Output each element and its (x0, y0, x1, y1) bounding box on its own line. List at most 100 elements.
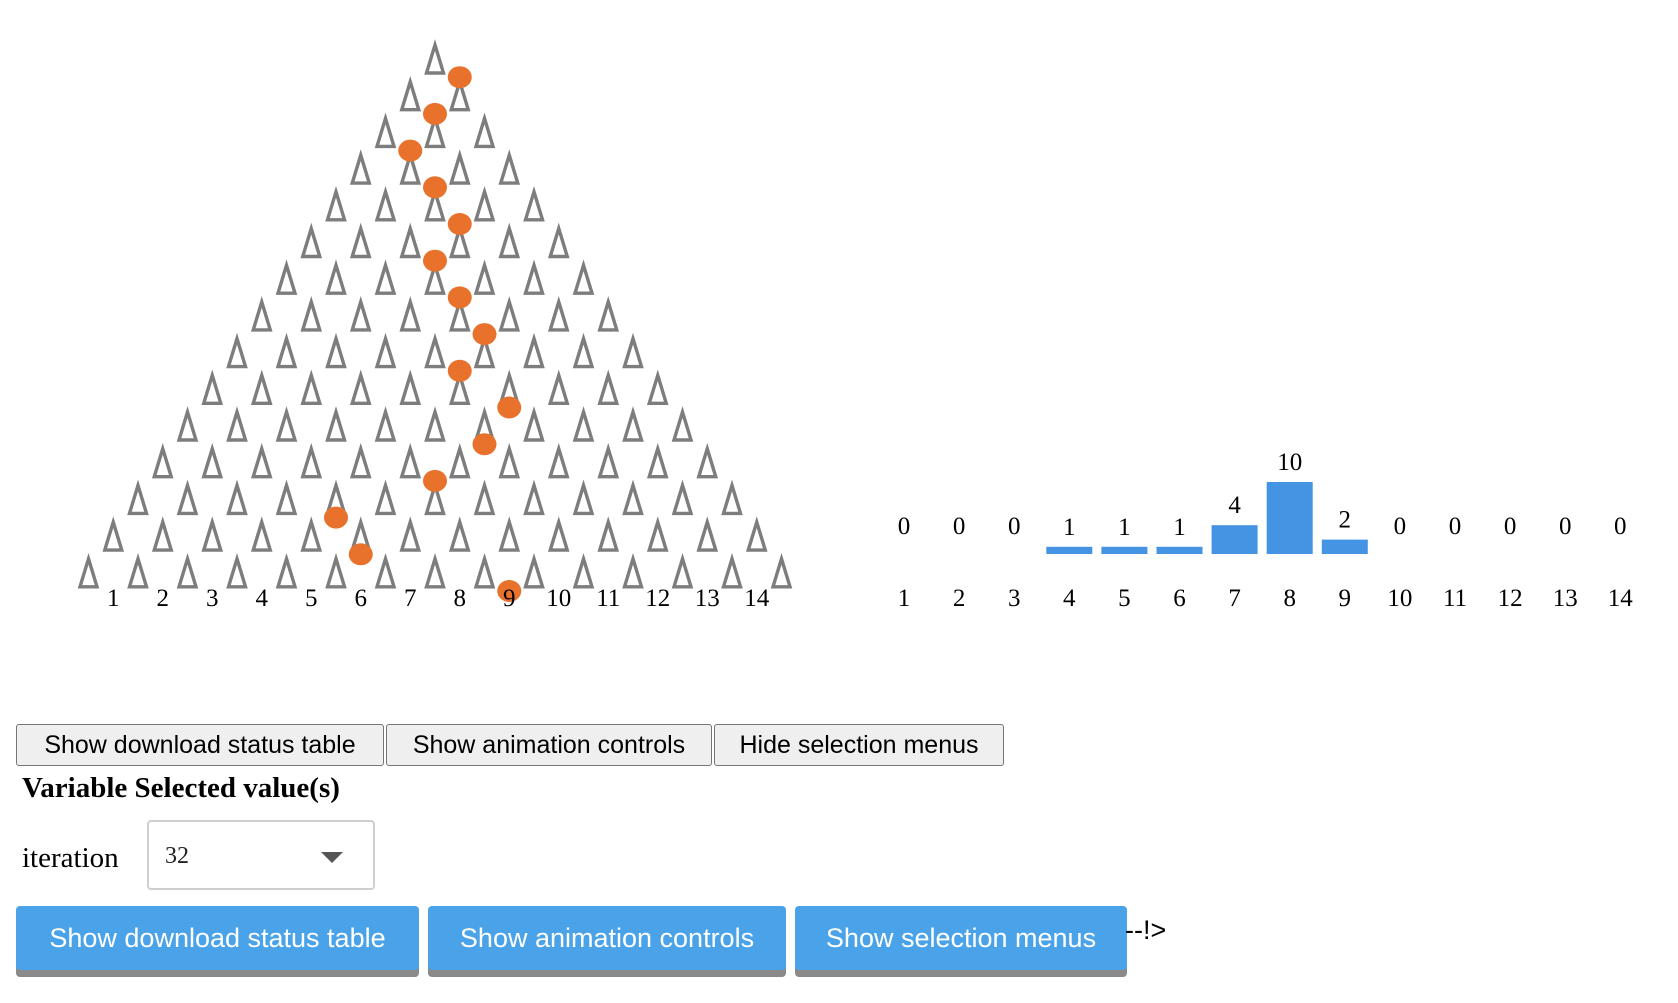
show-selection-menus-button-primary[interactable]: Show selection menus (795, 906, 1127, 970)
ball-14 (348, 543, 373, 566)
peg-9-4 (399, 369, 422, 405)
bar-count-5: 1 (1118, 514, 1131, 541)
ball-8 (472, 323, 497, 346)
peg-12-10 (622, 479, 644, 516)
peg-6-0 (275, 259, 298, 295)
peg-10-5 (424, 406, 446, 442)
peg-12-6 (424, 479, 446, 516)
histogram-bars (1046, 482, 1368, 554)
left-tick-6: 6 (355, 585, 368, 612)
peg-3-1 (399, 149, 422, 185)
peg-4-4 (523, 185, 545, 222)
show-download-status-table-button-primary[interactable]: Show download status table (16, 906, 419, 970)
bar-count-12: 0 (1504, 513, 1517, 540)
peg-11-4 (349, 442, 372, 479)
ball-15 (497, 580, 522, 602)
peg-0-0 (424, 39, 446, 75)
peg-13-10 (597, 516, 620, 552)
left-tick-3: 3 (206, 585, 219, 612)
left-tick-13: 13 (695, 585, 720, 612)
iteration-select[interactable]: 32 (147, 820, 375, 890)
peg-5-4 (498, 222, 521, 259)
bar-count-11: 0 (1449, 513, 1462, 540)
bar-count-1: 0 (898, 513, 911, 540)
ball-7 (447, 286, 472, 309)
bar-9 (1321, 539, 1368, 554)
peg-12-8 (523, 479, 545, 516)
show-download-status-table-button[interactable]: Show download status table (16, 724, 384, 766)
peg-10-8 (572, 406, 595, 442)
peg-14-10 (572, 552, 595, 589)
peg-8-0 (226, 332, 248, 369)
peg-13-0 (102, 516, 125, 552)
right-tick-3: 3 (1008, 585, 1021, 612)
bar-count-labels: 0 0 0 1 1 1 4 10 2 0 0 0 0 0 (898, 449, 1627, 541)
left-tick-2: 2 (157, 585, 170, 612)
peg-8-2 (325, 332, 347, 369)
peg-12-3 (275, 479, 298, 516)
right-tick-12: 12 (1498, 585, 1523, 612)
peg-14-1 (127, 552, 149, 589)
right-tick-14: 14 (1608, 585, 1634, 612)
peg-2-2 (473, 112, 496, 149)
show-animation-controls-button-primary[interactable]: Show animation controls (428, 906, 786, 970)
peg-9-7 (547, 369, 570, 405)
peg-9-8 (597, 369, 620, 405)
right-tick-11: 11 (1443, 585, 1467, 612)
show-animation-controls-button[interactable]: Show animation controls (386, 724, 712, 766)
hide-selection-menus-button[interactable]: Hide selection menus (714, 724, 1004, 766)
ball-3 (398, 139, 423, 162)
peg-14-7 (424, 552, 446, 589)
left-tick-4: 4 (256, 585, 269, 612)
peg-12-1 (176, 479, 199, 516)
peg-11-5 (399, 442, 422, 479)
chevron-down-icon (321, 852, 343, 863)
bar-count-3: 0 (1008, 513, 1021, 540)
ball-4 (423, 176, 447, 199)
right-tick-9: 9 (1339, 585, 1352, 612)
bar-count-4: 1 (1063, 514, 1076, 541)
ball-1 (447, 66, 472, 89)
peg-4-3 (473, 185, 496, 222)
right-tick-labels: 1 2 3 4 5 6 7 8 9 10 11 12 13 14 (898, 585, 1634, 612)
peg-14-12 (671, 552, 694, 589)
right-tick-4: 4 (1063, 585, 1076, 612)
peg-7-0 (250, 296, 273, 332)
peg-14-5 (325, 552, 347, 589)
peg-4-0 (325, 185, 347, 222)
peg-14-0 (77, 552, 100, 589)
ball-path (324, 66, 522, 602)
peg-13-7 (448, 516, 471, 552)
peg-8-4 (424, 332, 446, 369)
peg-12-5 (374, 479, 397, 516)
peg-7-7 (597, 296, 620, 332)
left-tick-9: 9 (503, 585, 516, 612)
right-tick-5: 5 (1118, 585, 1131, 612)
bar-count-2: 0 (953, 513, 966, 540)
right-tick-10: 10 (1387, 585, 1412, 612)
peg-11-2 (250, 442, 273, 479)
bar-count-10: 0 (1394, 513, 1407, 540)
peg-8-7 (572, 332, 595, 369)
peg-8-1 (275, 332, 298, 369)
peg-14-3 (226, 552, 248, 589)
peg-8-5 (473, 332, 496, 369)
peg-8-8 (622, 332, 644, 369)
peg-11-0 (151, 442, 174, 479)
peg-12-12 (721, 479, 743, 516)
peg-4-1 (374, 185, 397, 222)
peg-10-3 (325, 406, 347, 442)
peg-12-9 (572, 479, 595, 516)
bar-5 (1101, 546, 1148, 554)
left-tick-labels: 1 2 3 4 5 6 7 8 9 10 11 12 13 14 (107, 585, 770, 612)
peg-10-4 (374, 406, 397, 442)
bar-8 (1266, 482, 1313, 554)
peg-12-11 (671, 479, 694, 516)
peg-9-2 (300, 369, 323, 405)
bar-count-8: 10 (1277, 449, 1302, 476)
peg-9-9 (646, 369, 669, 405)
left-tick-8: 8 (454, 585, 467, 612)
peg-14-14 (770, 552, 793, 589)
ball-13 (324, 506, 348, 529)
peg-12-7 (473, 479, 496, 516)
